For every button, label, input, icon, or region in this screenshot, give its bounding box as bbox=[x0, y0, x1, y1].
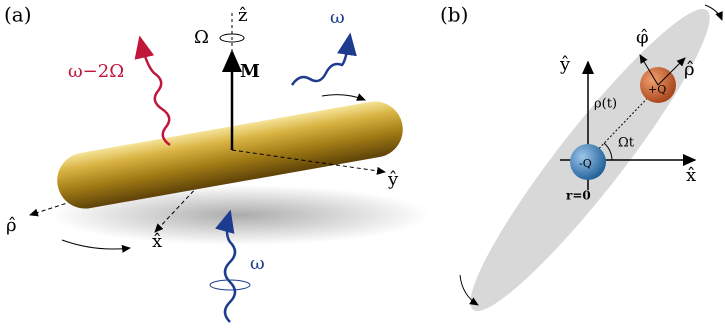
charge-label: -Q bbox=[579, 157, 592, 170]
omega-label: ω bbox=[250, 253, 265, 274]
x-label: x̂ bbox=[686, 165, 696, 186]
rho-label: ρ̂ bbox=[684, 59, 695, 80]
scattered-wave bbox=[140, 38, 170, 145]
charge-label: +Q bbox=[648, 83, 666, 96]
origin-label: r=0 bbox=[566, 189, 591, 203]
z-label: ẑ bbox=[238, 5, 247, 26]
omega-label: ω bbox=[330, 7, 345, 28]
panel-label: (b) bbox=[440, 3, 468, 27]
panel-b: (b) ŷ φ̂ ρ̂ +Q ρ(t) Ωt -Q x̂ r=0 bbox=[440, 0, 725, 329]
y-label: ŷ bbox=[559, 54, 571, 75]
rotation-label: Ω bbox=[194, 27, 209, 48]
rotation-arrow bbox=[62, 240, 130, 249]
panel-label: (a) bbox=[4, 3, 32, 27]
rotation-arrow bbox=[322, 95, 365, 100]
panel-a: (a) ẑ Ω ω ω−2Ω M ŷ ρ̂ x̂ ω bbox=[4, 3, 430, 323]
distance-label: ρ(t) bbox=[594, 97, 617, 112]
moment-label: M bbox=[240, 61, 260, 82]
phi-label: φ̂ bbox=[636, 27, 649, 48]
y-label: ŷ bbox=[387, 169, 399, 190]
rho-label: ρ̂ bbox=[6, 215, 17, 236]
figure: (a) ẑ Ω ω ω−2Ω M ŷ ρ̂ x̂ ω (b) bbox=[0, 0, 725, 332]
x-label: x̂ bbox=[152, 231, 162, 252]
scattered-label: ω−2Ω bbox=[68, 61, 124, 82]
incident-wave-top bbox=[292, 35, 350, 85]
angle-label: Ωt bbox=[618, 136, 635, 151]
